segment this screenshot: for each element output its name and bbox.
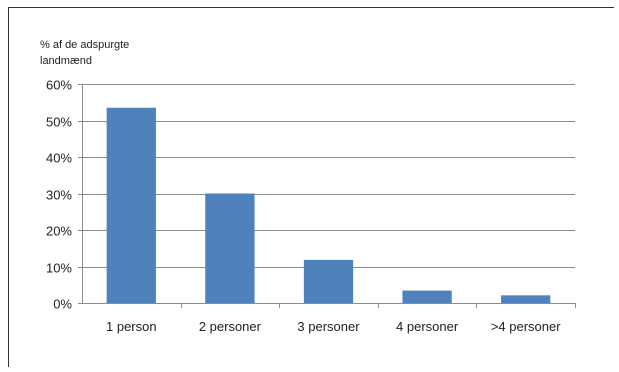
x-tick-labels: 1 person 2 personer 3 personer 4 personer >4… bbox=[106, 319, 561, 334]
bar bbox=[402, 290, 452, 303]
y-tick-labels: 0% 10% 20% 30% 40% 50% 60% bbox=[46, 78, 72, 312]
y-tick-label: 0% bbox=[53, 297, 72, 312]
y-tick-label: 60% bbox=[46, 78, 72, 93]
bar bbox=[501, 295, 551, 303]
x-tick-label: >4 personer bbox=[491, 319, 561, 334]
x-tick-label: 3 personer bbox=[297, 319, 360, 334]
bar bbox=[205, 193, 255, 303]
y-tick-label: 20% bbox=[46, 224, 72, 239]
x-tick-label: 4 personer bbox=[396, 319, 459, 334]
bar bbox=[303, 259, 354, 303]
bar bbox=[106, 107, 156, 303]
y-tick-label: 30% bbox=[46, 188, 72, 203]
y-axis-title-line-1: % af de adspurgte bbox=[40, 39, 129, 51]
bars bbox=[106, 107, 551, 303]
axes bbox=[78, 84, 576, 308]
y-tick-label: 10% bbox=[46, 261, 72, 276]
y-tick-label: 40% bbox=[46, 151, 72, 166]
y-axis-title-line-2: landmænd bbox=[40, 55, 92, 67]
y-tick-label: 50% bbox=[46, 115, 72, 130]
x-tick-label: 2 personer bbox=[199, 319, 262, 334]
x-tick-label: 1 person bbox=[106, 319, 157, 334]
